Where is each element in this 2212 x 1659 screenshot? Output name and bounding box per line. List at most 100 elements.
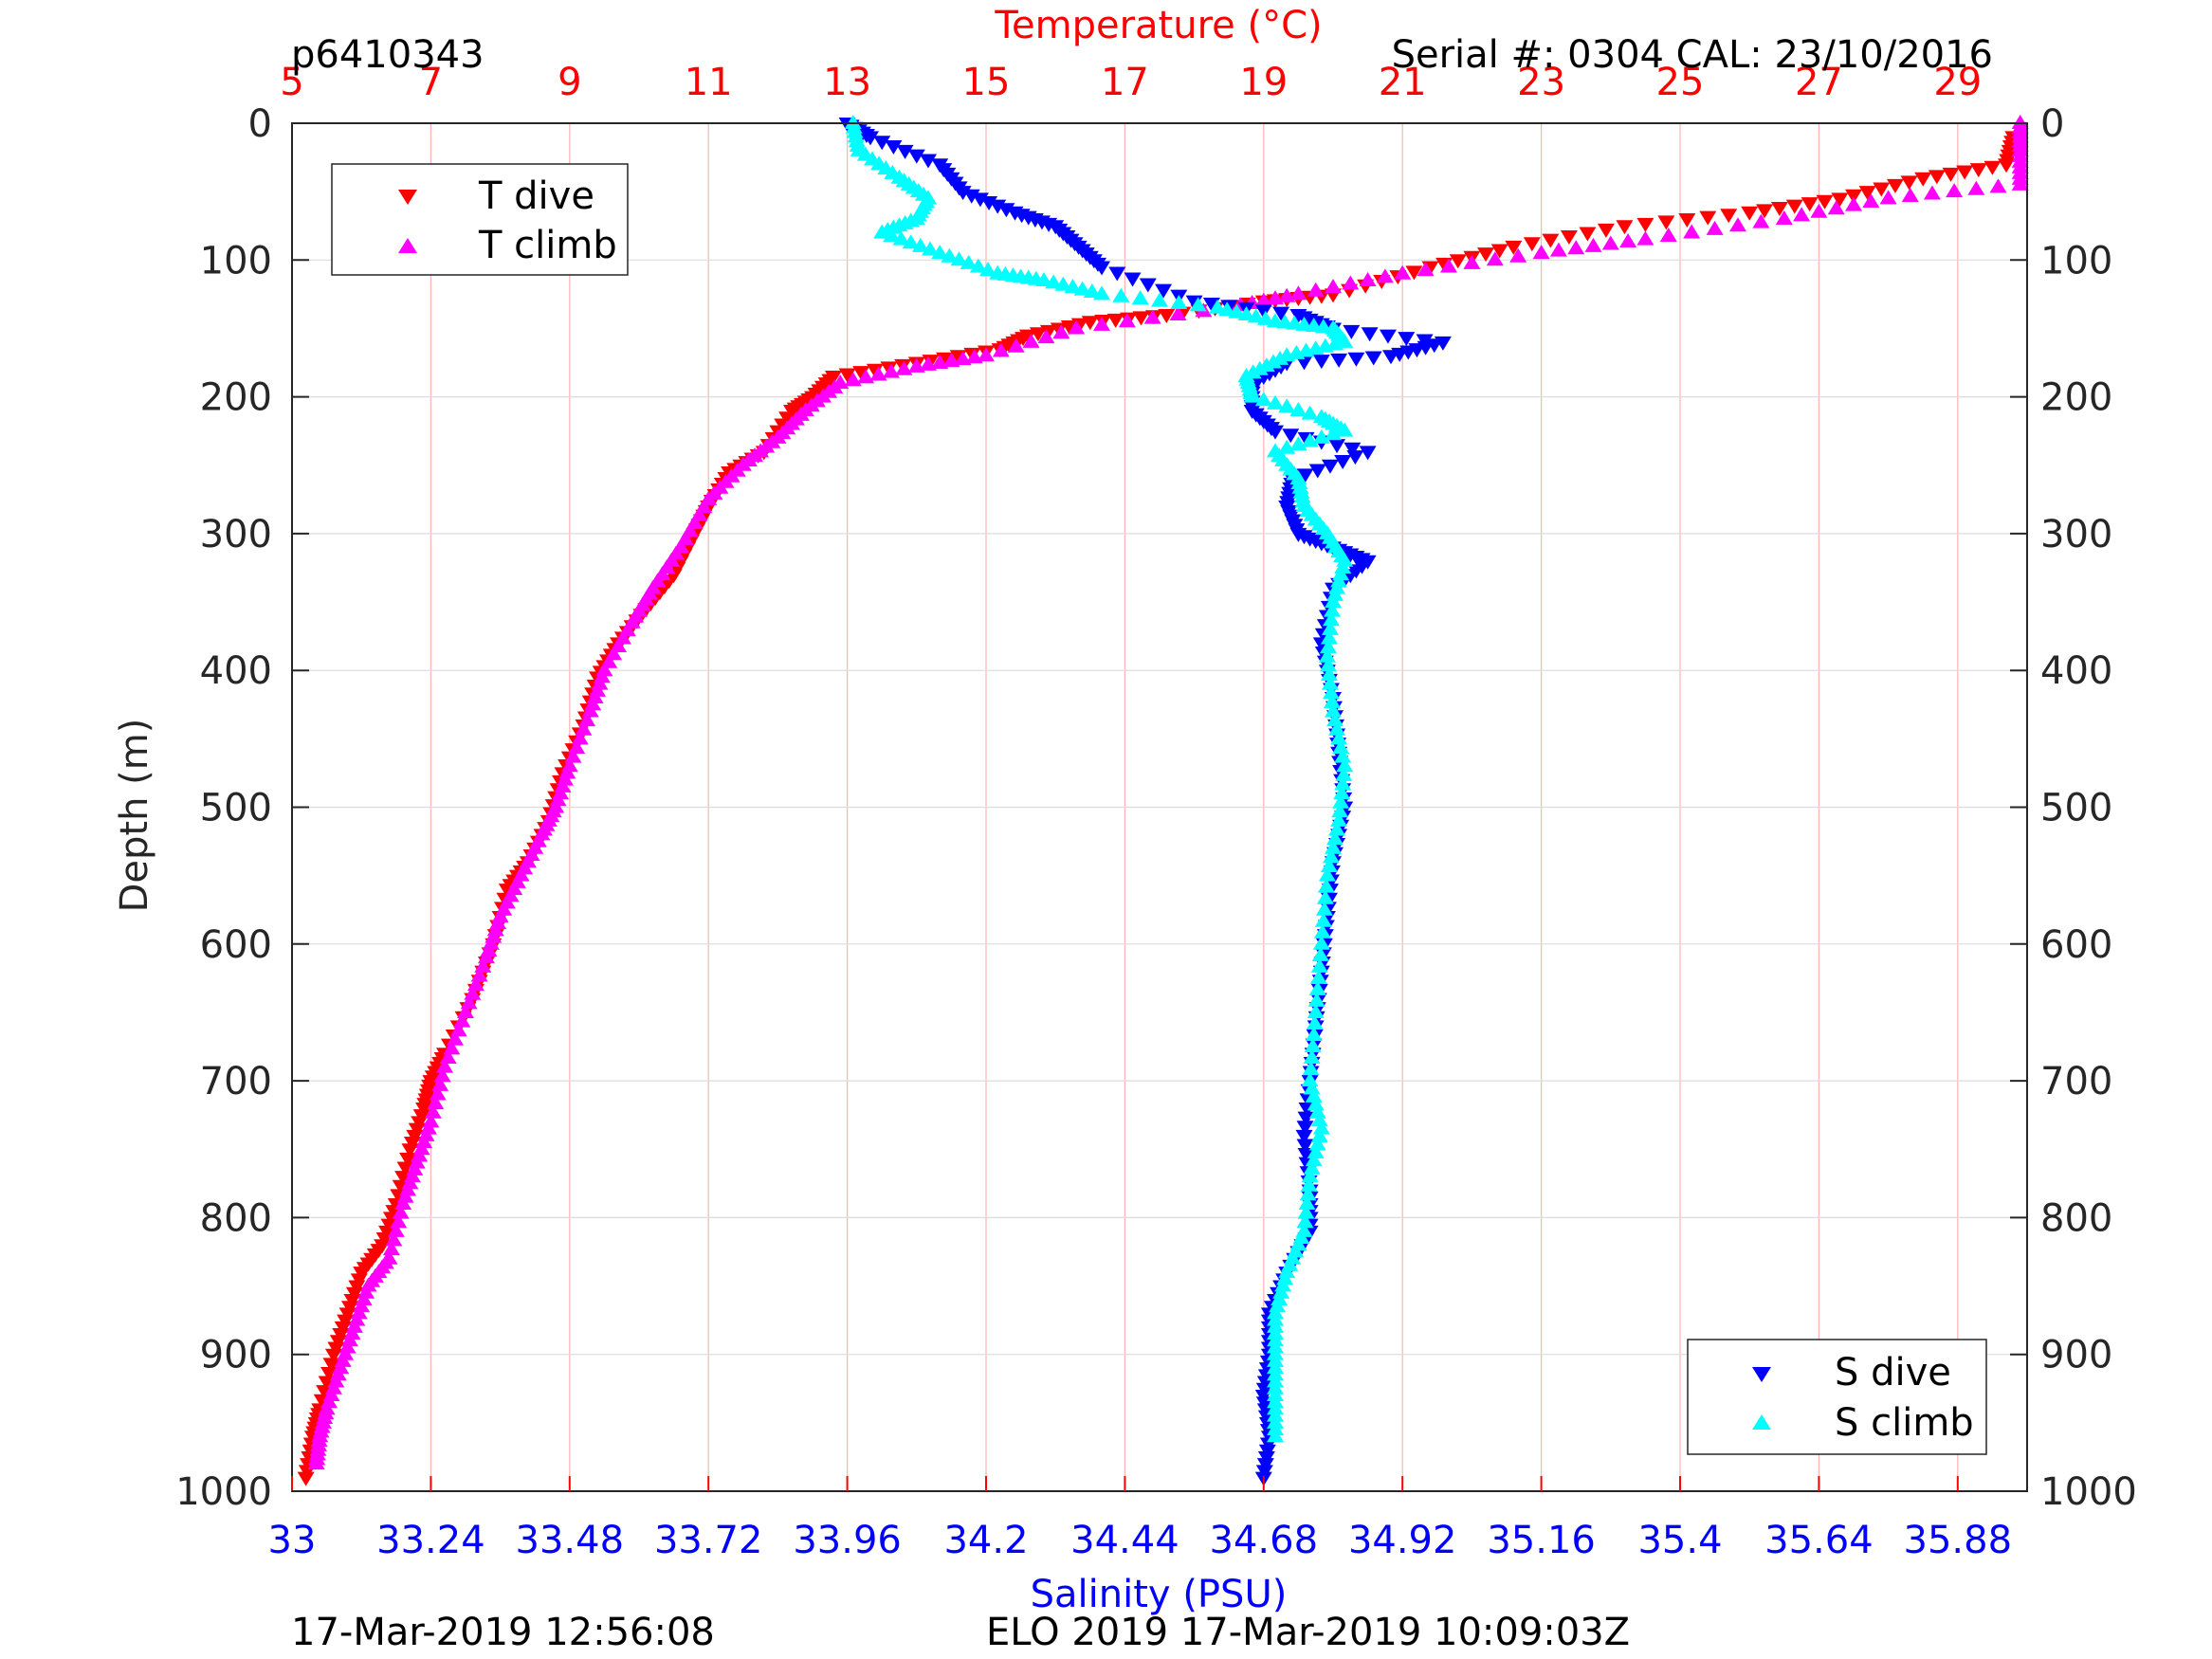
data-point xyxy=(965,349,983,364)
data-point xyxy=(1616,220,1634,235)
data-point xyxy=(1775,210,1793,226)
data-point xyxy=(1272,1284,1290,1299)
data-point xyxy=(852,366,870,381)
data-point xyxy=(1678,213,1696,228)
data-point xyxy=(1394,264,1412,280)
data-point xyxy=(1276,1270,1294,1285)
data-point xyxy=(1334,558,1352,574)
data-point xyxy=(1328,821,1346,836)
data-point xyxy=(1301,405,1319,420)
data-point xyxy=(1300,1176,1318,1192)
temperature-axis-title: Temperature (°C) xyxy=(994,4,1322,47)
data-point xyxy=(1901,187,1919,202)
data-point xyxy=(394,1194,412,1210)
data-point xyxy=(1064,279,1082,294)
legend-temperature-box xyxy=(331,163,629,276)
data-point xyxy=(1278,1264,1296,1279)
data-point xyxy=(1308,1136,1326,1151)
data-point xyxy=(1303,1159,1321,1175)
data-point xyxy=(1312,935,1330,950)
data-point xyxy=(1310,1112,1328,1127)
data-point xyxy=(902,234,920,249)
data-point xyxy=(1336,757,1354,773)
data-point xyxy=(1320,666,1338,682)
data-point xyxy=(1045,274,1063,289)
data-point xyxy=(1151,292,1168,307)
data-point xyxy=(1323,693,1341,708)
salinity-tick-label: 33.48 xyxy=(516,1519,625,1562)
salinity-tick-label: 34.44 xyxy=(1070,1519,1179,1562)
data-point xyxy=(1315,901,1333,916)
data-point xyxy=(1254,392,1272,407)
temperature-tick-label: 19 xyxy=(1239,61,1288,104)
depth-tick-label-right: 200 xyxy=(2040,376,2112,420)
temperature-tick-label: 29 xyxy=(1933,61,1982,104)
data-point xyxy=(1124,272,1142,287)
data-point xyxy=(1305,1027,1323,1041)
data-point xyxy=(1305,1087,1323,1103)
data-point xyxy=(1267,394,1284,410)
depth-tick-label-left: 600 xyxy=(200,923,272,967)
data-point xyxy=(1093,316,1110,331)
data-point xyxy=(392,1204,410,1219)
data-point xyxy=(1316,889,1334,904)
data-point xyxy=(427,1095,445,1110)
data-point xyxy=(920,154,937,169)
data-point xyxy=(387,1222,405,1237)
data-point xyxy=(1139,278,1157,293)
data-point xyxy=(1490,244,1508,259)
temperature-tick-label: 5 xyxy=(280,61,303,104)
data-point xyxy=(1307,1003,1325,1018)
data-point xyxy=(1297,1204,1315,1219)
data-point xyxy=(1845,196,1862,211)
data-point xyxy=(1956,165,1974,180)
data-point xyxy=(1108,266,1126,282)
data-point xyxy=(1131,290,1149,305)
data-point xyxy=(1886,178,1904,193)
data-point xyxy=(1301,1168,1319,1183)
data-point xyxy=(324,1348,342,1363)
data-point xyxy=(1325,839,1342,854)
data-point xyxy=(1928,170,1946,185)
salinity-tick-label: 34.68 xyxy=(1210,1519,1319,1562)
data-point xyxy=(424,1103,442,1119)
data-point xyxy=(1035,271,1052,286)
data-point xyxy=(1296,1213,1314,1229)
depth-tick-label-right: 900 xyxy=(2040,1334,2112,1377)
data-point xyxy=(1295,1129,1313,1144)
data-point xyxy=(1295,356,1313,371)
data-point xyxy=(1523,237,1541,252)
data-point xyxy=(1306,1014,1324,1030)
data-point xyxy=(1657,215,1675,230)
data-point xyxy=(1542,233,1560,248)
salinity-tick-label: 35.16 xyxy=(1487,1519,1596,1562)
data-point xyxy=(1288,344,1306,359)
data-point xyxy=(1318,866,1336,882)
data-point xyxy=(1298,1194,1316,1210)
depth-axis-title: Depth (m) xyxy=(113,719,156,913)
data-point xyxy=(1237,306,1255,321)
data-point xyxy=(1505,240,1523,255)
data-point xyxy=(1158,309,1176,324)
series-t-climb xyxy=(307,115,2029,1470)
data-point xyxy=(1831,192,1849,208)
data-point xyxy=(1308,980,1326,995)
data-point xyxy=(307,1455,325,1470)
data-point xyxy=(1272,306,1290,321)
temperature-tick-label: 9 xyxy=(558,61,581,104)
data-point xyxy=(1274,1277,1292,1292)
data-markers xyxy=(297,115,2029,1486)
temperature-tick-label: 7 xyxy=(419,61,443,104)
data-point xyxy=(1659,228,1677,243)
depth-tick-label-left: 200 xyxy=(200,376,272,420)
data-point xyxy=(1914,172,1932,187)
data-point xyxy=(950,251,968,266)
data-point xyxy=(873,224,891,239)
data-point xyxy=(1316,337,1334,353)
data-point xyxy=(1083,283,1101,298)
data-point xyxy=(1118,313,1136,328)
data-point xyxy=(907,149,925,164)
data-point xyxy=(1318,647,1336,663)
data-point xyxy=(1334,454,1352,469)
